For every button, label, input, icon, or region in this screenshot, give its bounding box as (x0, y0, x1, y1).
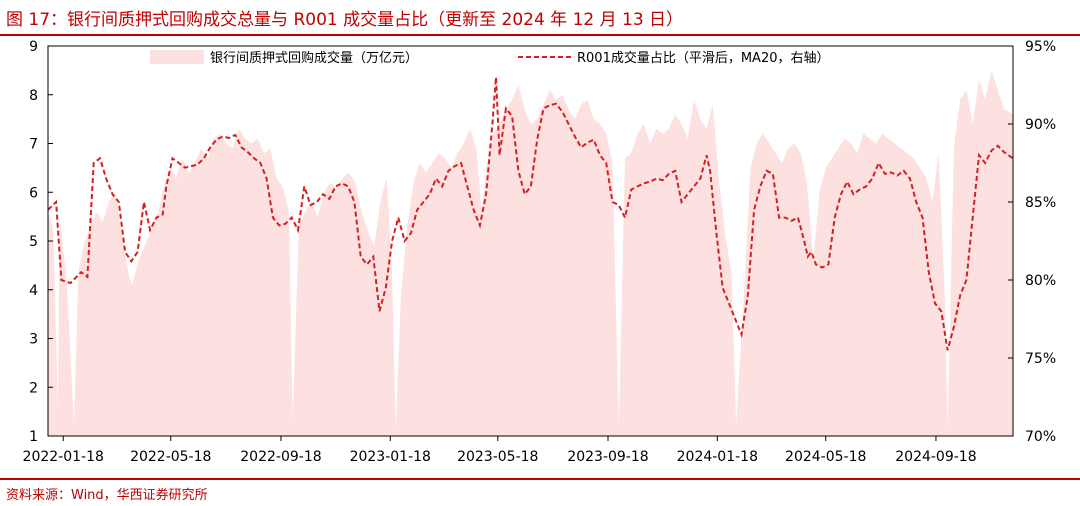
y-left-tick-label: 8 (29, 88, 38, 104)
y-right-tick-label: 75% (1025, 351, 1056, 367)
x-tick-label: 2024-05-18 (785, 449, 866, 465)
legend-label-volume: 银行间质押式回购成交量（万亿元） (210, 50, 418, 66)
axes-layer: 1 2 3 4 5 6 7 8 9 70% 75% 80% 85% 90% 95% 2022-01-18 202… (23, 39, 1057, 465)
x-tick-label: 2022-09-18 (240, 449, 321, 465)
volume-area (48, 70, 1013, 437)
source-rule (0, 478, 1080, 480)
y-left-tick-label: 6 (29, 185, 38, 201)
y-left-tick-label: 7 (29, 137, 38, 153)
x-tick-label: 2022-05-18 (130, 449, 211, 465)
y-left-tick-label: 4 (29, 283, 38, 299)
title-rule (0, 34, 1080, 36)
x-tick-label: 2024-09-18 (895, 449, 976, 465)
legend-label-r001: R001成交量占比（平滑后，MA20，右轴） (577, 50, 830, 66)
y-right-tick-label: 85% (1025, 195, 1056, 211)
x-tick-label: 2023-01-18 (350, 449, 431, 465)
y-right-tick-label: 70% (1025, 429, 1056, 445)
legend: 银行间质押式回购成交量（万亿元） R001成交量占比（平滑后，MA20，右轴） (150, 50, 830, 66)
y-left-tick-label: 5 (29, 234, 38, 250)
source-note: 资料来源：Wind，华西证券研究所 (6, 488, 208, 503)
y-left-tick-label: 2 (29, 380, 38, 396)
y-left-tick-label: 9 (29, 39, 38, 55)
r001-line-layer (47, 77, 1014, 351)
volume-area-layer (48, 70, 1013, 437)
y-right-tick-label: 90% (1025, 117, 1056, 133)
legend-swatch-volume (150, 50, 204, 64)
x-tick-label: 2022-01-18 (23, 449, 104, 465)
figure-title: 图 17：银行间质押式回购成交总量与 R001 成交量占比（更新至 2024 年… (6, 10, 684, 30)
y-left-tick-label: 3 (29, 332, 38, 348)
r001-line (47, 77, 1014, 351)
x-tick-label: 2023-05-18 (457, 449, 538, 465)
y-right-tick-label: 80% (1025, 273, 1056, 289)
x-tick-label: 2023-09-18 (567, 449, 648, 465)
x-tick-label: 2024-01-18 (677, 449, 758, 465)
y-left-tick-label: 1 (29, 429, 38, 445)
chart: 1 2 3 4 5 6 7 8 9 70% 75% 80% 85% 90% 95% 2022-01-18 202… (23, 39, 1057, 465)
y-right-tick-label: 95% (1025, 39, 1056, 55)
